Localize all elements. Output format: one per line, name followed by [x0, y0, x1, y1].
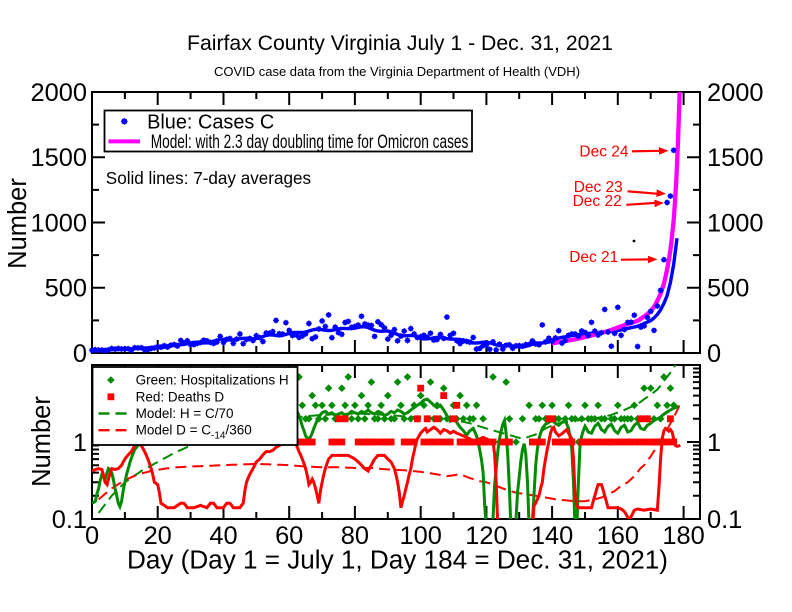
svg-text:0: 0 [707, 340, 721, 368]
svg-text:500: 500 [45, 275, 87, 303]
svg-text:Red: Deaths D: Red: Deaths D [136, 389, 225, 404]
svg-text:80: 80 [341, 522, 369, 550]
svg-text:0.1: 0.1 [707, 506, 742, 534]
svg-text:1: 1 [73, 429, 87, 457]
svg-text:0.1: 0.1 [52, 506, 87, 534]
svg-text:Dec 24: Dec 24 [579, 143, 628, 160]
svg-text:Model: H = C/70: Model: H = C/70 [136, 406, 234, 421]
svg-text:0: 0 [73, 340, 87, 368]
svg-text:0: 0 [85, 522, 99, 550]
svg-text:180: 180 [662, 522, 704, 550]
svg-text:1000: 1000 [31, 209, 87, 237]
svg-text:100: 100 [400, 522, 442, 550]
svg-text:1500: 1500 [31, 144, 87, 172]
svg-text:120: 120 [465, 522, 507, 550]
svg-text:Solid lines: 7-day averages: Solid lines: 7-day averages [106, 169, 311, 188]
svg-text:Fairfax County Virginia July 1: Fairfax County Virginia July 1 - Dec. 31… [187, 32, 613, 55]
svg-text:1000: 1000 [707, 209, 763, 237]
svg-text:140: 140 [531, 522, 573, 550]
svg-text:Blue: Cases C: Blue: Cases C [147, 111, 274, 133]
svg-text:Dec 22: Dec 22 [573, 193, 622, 210]
svg-text:20: 20 [144, 522, 172, 550]
svg-text:Dec 21: Dec 21 [569, 249, 618, 266]
svg-text:Dec 23: Dec 23 [574, 179, 623, 196]
svg-text:2000: 2000 [31, 79, 87, 107]
svg-text:Model: with 2.3 day doubling t: Model: with 2.3 day doubling time for Om… [151, 131, 469, 153]
svg-text:2000: 2000 [707, 79, 763, 107]
svg-text:Number: Number [4, 178, 32, 269]
svg-text:1: 1 [707, 429, 721, 457]
svg-text:500: 500 [707, 275, 749, 303]
svg-text:60: 60 [275, 522, 303, 550]
svg-text:COVID case data from the Virgi: COVID case data from the Virginia Depart… [214, 64, 580, 79]
svg-text:40: 40 [209, 522, 237, 550]
svg-text:Green: Hospitalizations H: Green: Hospitalizations H [136, 373, 289, 388]
svg-text:160: 160 [597, 522, 639, 550]
svg-text:1500: 1500 [707, 144, 763, 172]
svg-text:Number: Number [28, 396, 56, 487]
svg-text:Day (Day 1 = July 1, Day 184 =: Day (Day 1 = July 1, Day 184 = Dec. 31, … [127, 544, 668, 574]
